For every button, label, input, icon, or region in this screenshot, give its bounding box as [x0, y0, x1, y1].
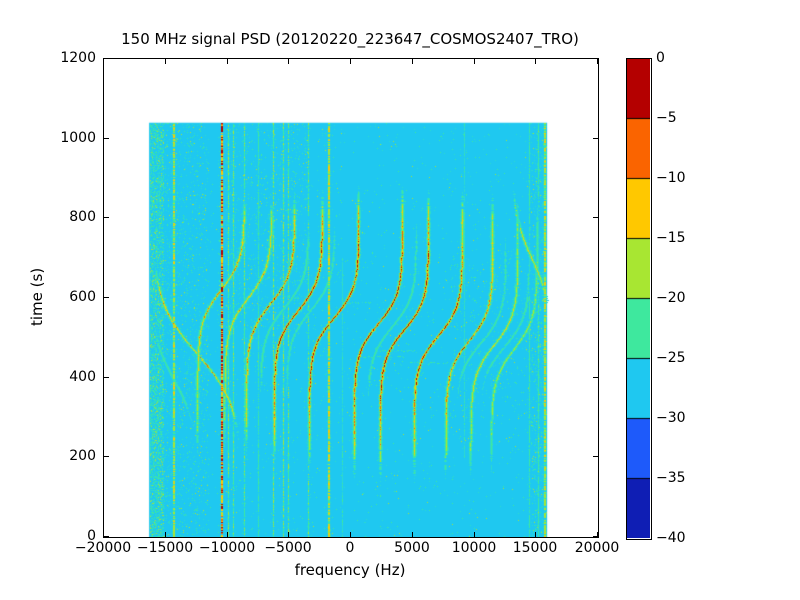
x-tick-label: −15000: [136, 540, 194, 556]
colorbar-tick-label: −5: [656, 110, 677, 126]
colorbar-tick-label: −20: [656, 290, 686, 306]
y-tick-label: 600: [69, 289, 96, 305]
x-tick-label: −5000: [264, 540, 312, 556]
y-tick-label: 1000: [60, 130, 96, 146]
y-tick-mark: [104, 377, 109, 378]
x-tick-mark: [103, 59, 104, 64]
axes-border: [103, 58, 599, 538]
colorbar-border: [626, 58, 652, 540]
x-tick-label: 20000: [574, 540, 620, 556]
x-tick-mark: [165, 532, 166, 537]
y-tick-mark: [593, 58, 598, 59]
y-axis-label: time (s): [28, 267, 46, 327]
spectrogram-canvas: [104, 59, 598, 537]
x-tick-label: −10000: [198, 540, 256, 556]
colorbar-tick-label: −10: [656, 170, 686, 186]
colorbar-tick-label: −30: [656, 410, 686, 426]
x-tick-mark: [535, 532, 536, 537]
colorbar-tick-label: 0: [656, 50, 665, 66]
x-tick-mark: [103, 532, 104, 537]
y-tick-mark: [104, 217, 109, 218]
x-tick-mark: [474, 59, 475, 64]
x-tick-mark: [597, 532, 598, 537]
y-tick-label: 200: [69, 448, 96, 464]
y-tick-mark: [593, 297, 598, 298]
x-tick-mark: [350, 532, 351, 537]
y-tick-mark: [593, 456, 598, 457]
y-tick-label: 0: [87, 528, 96, 544]
x-tick-mark: [350, 59, 351, 64]
y-tick-mark: [104, 58, 109, 59]
x-tick-mark: [288, 532, 289, 537]
x-tick-mark: [165, 59, 166, 64]
y-tick-mark: [593, 536, 598, 537]
x-axis-label: frequency (Hz): [294, 561, 406, 579]
x-tick-label: −20000: [74, 540, 132, 556]
y-tick-mark: [104, 297, 109, 298]
y-tick-label: 400: [69, 369, 96, 385]
plot-title: 150 MHz signal PSD (20120220_223647_COSM…: [121, 30, 579, 48]
x-tick-label: 15000: [512, 540, 558, 556]
y-tick-mark: [104, 138, 109, 139]
colorbar-tick-label: −15: [656, 230, 686, 246]
colorbar-canvas: [626, 58, 650, 538]
colorbar-tick-label: −40: [656, 530, 686, 546]
x-tick-label: 5000: [394, 540, 430, 556]
x-tick-label: 10000: [451, 540, 497, 556]
y-tick-mark: [104, 536, 109, 537]
x-tick-mark: [597, 59, 598, 64]
y-tick-label: 800: [69, 209, 96, 225]
colorbar-tick-label: −35: [656, 470, 686, 486]
x-tick-label: 0: [345, 540, 355, 556]
y-tick-label: 1200: [60, 50, 96, 66]
y-tick-mark: [593, 217, 598, 218]
plot-area: [103, 58, 599, 538]
y-tick-mark: [593, 377, 598, 378]
x-tick-mark: [535, 59, 536, 64]
y-tick-mark: [593, 138, 598, 139]
x-tick-mark: [288, 59, 289, 64]
x-tick-mark: [227, 59, 228, 64]
colorbar: [626, 58, 652, 540]
x-tick-mark: [412, 59, 413, 64]
colorbar-tick-label: −25: [656, 350, 686, 366]
x-tick-mark: [412, 532, 413, 537]
x-tick-mark: [474, 532, 475, 537]
y-tick-mark: [104, 456, 109, 457]
x-tick-mark: [227, 532, 228, 537]
